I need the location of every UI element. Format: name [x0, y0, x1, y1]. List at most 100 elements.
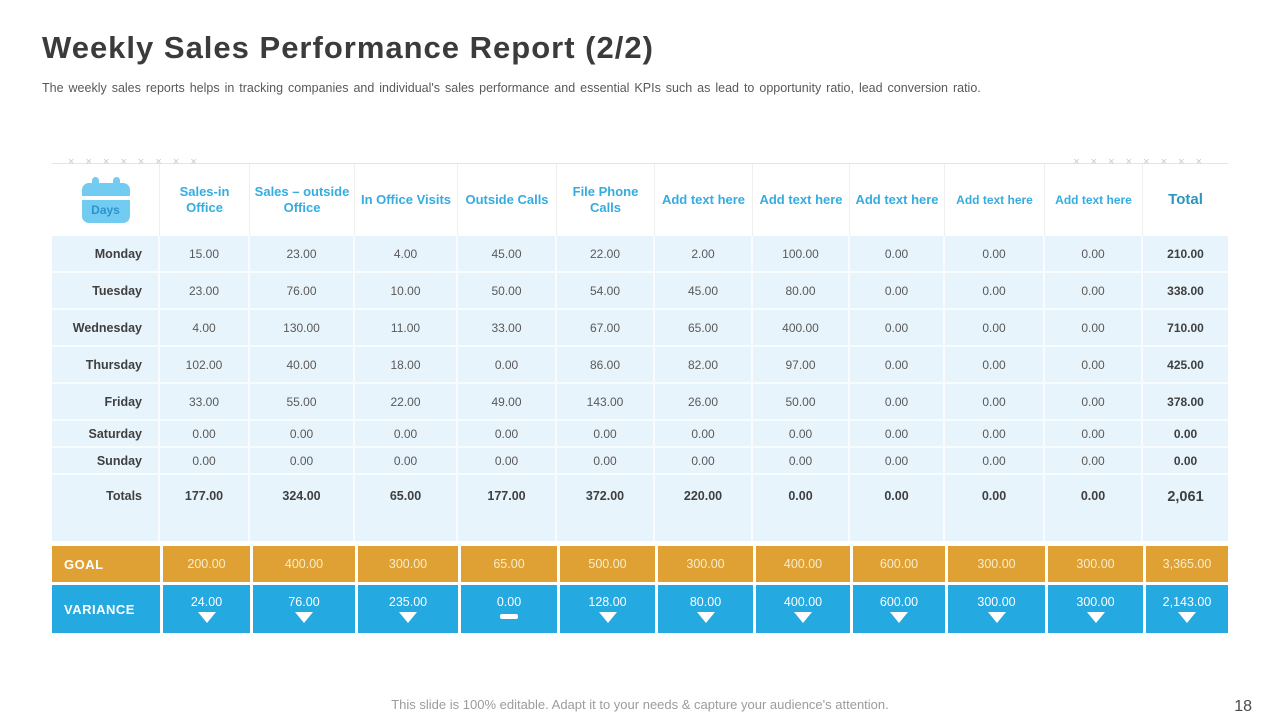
row-total-cell: 425.00 — [1143, 347, 1228, 384]
down-triangle-icon — [696, 612, 715, 624]
value-cell: 0.00 — [945, 384, 1045, 421]
variance-value: 400.00 — [783, 594, 823, 609]
value-cell: 0.00 — [458, 448, 557, 475]
row-total-cell: 338.00 — [1143, 273, 1228, 310]
calendar-strap — [81, 196, 130, 200]
value-cell: 0.00 — [655, 448, 753, 475]
totals-value-cell: 177.00 — [458, 475, 557, 541]
goal-value-cell: 300.00 — [945, 541, 1045, 582]
day-label: Tuesday — [52, 273, 160, 310]
column-header: Add text here — [655, 164, 753, 236]
variance-value: 0.00 — [496, 594, 522, 609]
value-cell: 50.00 — [458, 273, 557, 310]
variance-value: 76.00 — [288, 594, 320, 609]
down-triangle-icon — [197, 612, 216, 624]
variance-value: 128.00 — [588, 594, 627, 609]
table-row: Sunday 0.00 0.00 0.00 0.00 0.00 0.00 0.00 0.00 0.… — [52, 448, 1228, 475]
goal-value-cell: 500.00 — [557, 541, 655, 582]
value-cell: 22.00 — [355, 384, 458, 421]
value-cell: 4.00 — [160, 310, 250, 347]
sales-table: Days Sales-in Office Sales – outside Offi… — [52, 164, 1228, 633]
grand-total-cell: 2,061 — [1143, 475, 1228, 541]
column-header: Sales-in Office — [160, 164, 250, 236]
column-header: Outside Calls — [458, 164, 557, 236]
row-total-cell: 0.00 — [1143, 448, 1228, 475]
value-cell: 50.00 — [753, 384, 850, 421]
day-label: Friday — [52, 384, 160, 421]
variance-value: 300.00 — [1076, 594, 1115, 609]
variance-value: 300.00 — [977, 594, 1016, 609]
down-triangle-icon — [295, 612, 313, 624]
value-cell: 0.00 — [1045, 347, 1143, 384]
down-triangle-icon — [1086, 612, 1105, 624]
column-header: In Office Visits — [355, 164, 458, 236]
value-cell: 97.00 — [753, 347, 850, 384]
down-triangle-icon — [399, 612, 417, 624]
value-cell: 23.00 — [160, 273, 250, 310]
value-cell: 0.00 — [160, 421, 250, 448]
table-row: Tuesday 23.00 76.00 10.00 50.00 54.00 45.00 80.… — [52, 273, 1228, 310]
value-cell: 54.00 — [557, 273, 655, 310]
variance-cell: 300.00 — [945, 582, 1045, 633]
value-cell: 0.00 — [355, 421, 458, 448]
value-cell: 49.00 — [458, 384, 557, 421]
totals-value-cell: 0.00 — [1045, 475, 1143, 541]
goal-value-cell: 400.00 — [753, 541, 850, 582]
totals-value-cell: 177.00 — [160, 475, 250, 541]
down-triangle-icon — [794, 612, 812, 624]
decorative-x-right: × × × × × × × × — [1073, 156, 1206, 168]
day-label: Sunday — [52, 448, 160, 475]
value-cell: 0.00 — [655, 421, 753, 448]
value-cell: 0.00 — [557, 421, 655, 448]
totals-value-cell: 0.00 — [945, 475, 1045, 541]
value-cell: 0.00 — [850, 236, 945, 273]
value-cell: 33.00 — [160, 384, 250, 421]
value-cell: 0.00 — [1045, 384, 1143, 421]
header-row: Days Sales-in Office Sales – outside Offi… — [52, 164, 1228, 236]
totals-value-cell: 0.00 — [850, 475, 945, 541]
column-header: Add text here — [945, 164, 1045, 236]
table-row: Wednesday 4.00 130.00 11.00 33.00 67.00 65.00 4… — [52, 310, 1228, 347]
totals-value-cell: 0.00 — [753, 475, 850, 541]
totals-value-cell: 324.00 — [250, 475, 355, 541]
row-total-cell: 210.00 — [1143, 236, 1228, 273]
day-label: Wednesday — [52, 310, 160, 347]
value-cell: 0.00 — [355, 448, 458, 475]
value-cell: 0.00 — [1045, 236, 1143, 273]
value-cell: 26.00 — [655, 384, 753, 421]
variance-value: 2,143.00 — [1162, 594, 1212, 609]
column-header: Total — [1143, 164, 1228, 236]
value-cell: 0.00 — [458, 421, 557, 448]
variance-cell: 2,143.00 — [1143, 582, 1228, 633]
value-cell: 0.00 — [945, 448, 1045, 475]
row-total-cell: 378.00 — [1143, 384, 1228, 421]
days-header-cell: Days — [52, 164, 160, 236]
variance-row: VARIANCE 24.00 76.00 235.00 0.00 128.00 80.00 4… — [52, 582, 1228, 633]
value-cell: 0.00 — [458, 347, 557, 384]
value-cell: 0.00 — [945, 347, 1045, 384]
value-cell: 0.00 — [250, 448, 355, 475]
value-cell: 0.00 — [850, 384, 945, 421]
totals-value-cell: 220.00 — [655, 475, 753, 541]
column-header: Add text here — [1045, 164, 1143, 236]
calendar-body — [81, 183, 130, 223]
value-cell: 0.00 — [1045, 310, 1143, 347]
value-cell: 76.00 — [250, 273, 355, 310]
totals-value-cell: 372.00 — [557, 475, 655, 541]
row-total-cell: 710.00 — [1143, 310, 1228, 347]
calendar-icon: Days — [81, 177, 130, 223]
value-cell: 55.00 — [250, 384, 355, 421]
goal-value-cell: 400.00 — [250, 541, 355, 582]
value-cell: 10.00 — [355, 273, 458, 310]
value-cell: 15.00 — [160, 236, 250, 273]
down-triangle-icon — [890, 612, 908, 624]
goal-value-cell: 200.00 — [160, 541, 250, 582]
variance-label: VARIANCE — [52, 582, 160, 633]
value-cell: 100.00 — [753, 236, 850, 273]
value-cell: 0.00 — [850, 310, 945, 347]
goal-value-cell: 300.00 — [1045, 541, 1143, 582]
value-cell: 18.00 — [355, 347, 458, 384]
day-label: Saturday — [52, 421, 160, 448]
variance-value: 235.00 — [388, 594, 428, 609]
value-cell: 0.00 — [250, 421, 355, 448]
